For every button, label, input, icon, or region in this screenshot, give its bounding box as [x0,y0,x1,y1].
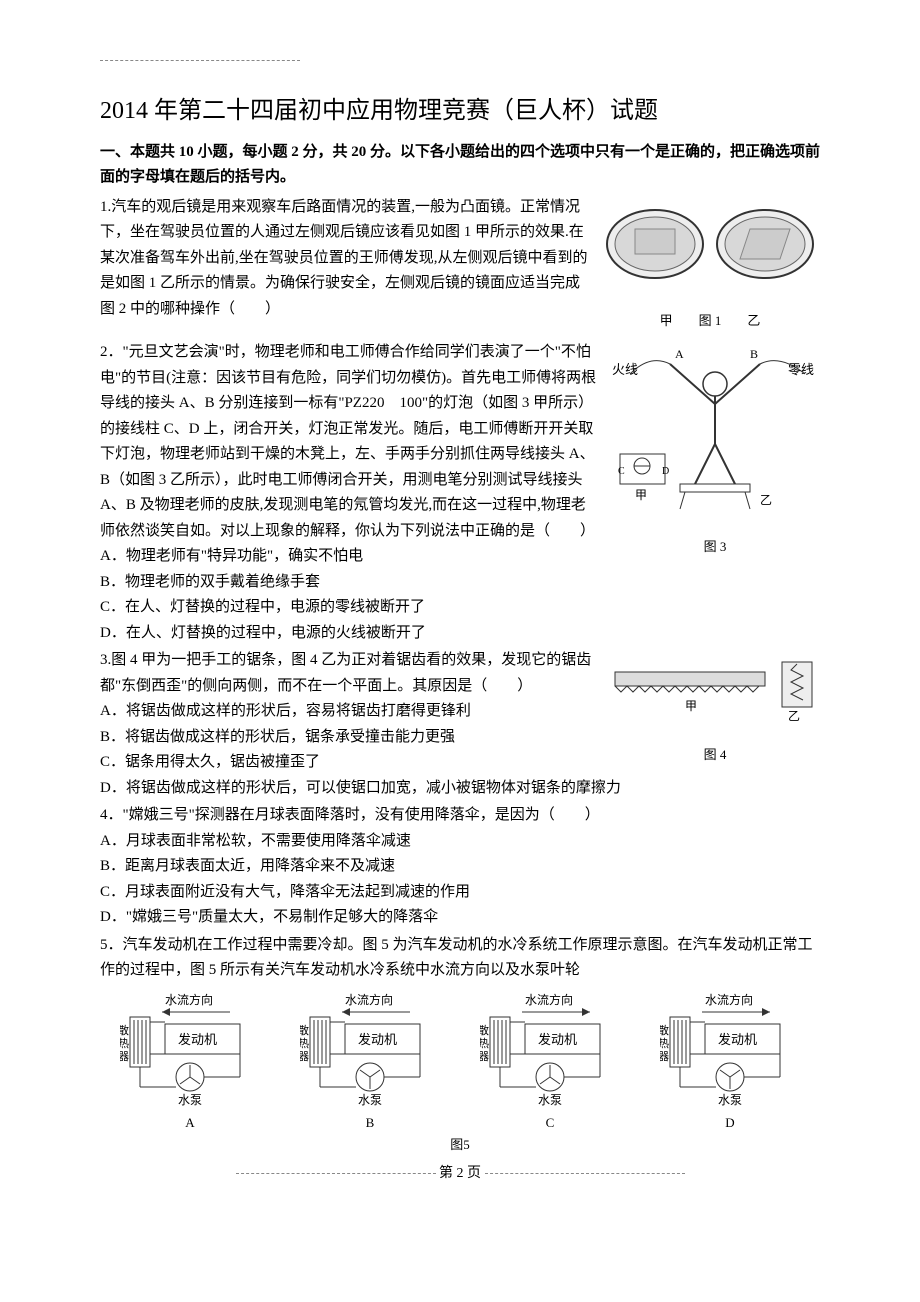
svg-text:甲: 甲 [635,488,647,502]
section-1-heading: 一、本题共 10 小题，每小题 2 分，共 20 分。以下各小题给出的四个选项中… [100,140,820,191]
cooling-diagram-c: 水流方向 散热器 发动机 水泵 C [480,992,620,1134]
header-dash [100,60,300,61]
page-number: 第 2 页 [439,1166,481,1181]
q4-opt-b: B．距离月球表面太近，用降落伞来不及减速 [100,854,820,880]
figure-3: A B 火线 零线 乙 C D 甲 图 3 [610,344,820,558]
svg-text:热: 热 [480,1037,489,1050]
q2-opt-d: D．在人、灯替换的过程中，电源的火线被断开了 [100,621,820,647]
label-neutral: 零线 [788,362,814,377]
q4-opt-a: A．月球表面非常松软，不需要使用降落伞减速 [100,829,820,855]
svg-text:水流方向: 水流方向 [345,992,393,1007]
cooling-diagram-a: 水流方向 散热器 发动机 水泵 A [120,992,260,1134]
question-5: 5．汽车发动机在工作过程中需要冷却。图 5 为汽车发动机的水冷系统工作原理示意图… [100,933,820,1156]
svg-text:器: 器 [480,1050,489,1063]
opt-label-d: D [660,1112,800,1134]
svg-text:乙: 乙 [760,493,772,507]
svg-text:水泵: 水泵 [718,1093,742,1107]
svg-text:发动机: 发动机 [358,1032,397,1047]
figure-5-caption: 图5 [100,1134,820,1156]
saw-icon: 甲 乙 [610,652,820,732]
cooling-diagram-b: 水流方向 散热器 发动机 水泵 B [300,992,440,1134]
svg-text:发动机: 发动机 [718,1032,757,1047]
question-4: 4．"嫦娥三号"探测器在月球表面降落时，没有使用降落伞，是因为（ ） A．月球表… [100,803,820,931]
svg-text:散: 散 [480,1023,489,1037]
q4-options: A．月球表面非常松软，不需要使用降落伞减速 B．距离月球表面太近，用降落伞来不及… [100,829,820,931]
svg-text:散: 散 [660,1023,669,1037]
page-footer: 第 2 页 [100,1162,820,1186]
svg-text:热: 热 [660,1037,669,1050]
engine-cooling-icon: 水流方向 散热器 发动机 水泵 [660,992,800,1112]
svg-text:散: 散 [300,1023,309,1037]
q3-opt-d: D．将锯齿做成这样的形状后，可以使锯口加宽，减小被锯物体对锯条的摩擦力 [100,776,820,802]
svg-text:发动机: 发动机 [538,1032,577,1047]
question-1: 甲 图 1 乙 1.汽车的观后镜是用来观察车后路面情况的装置,一般为凸面镜。正常… [100,195,820,339]
page-title: 2014 年第二十四届初中应用物理竞赛（巨人杯）试题 [100,91,820,132]
figure-5-row: 水流方向 散热器 发动机 水泵 A 水流方向 [100,992,820,1134]
question-3: 甲 乙 图 4 3.图 4 甲为一把手工的锯条，图 4 乙为正对着锯齿看的效果，… [100,648,820,801]
svg-text:器: 器 [120,1050,129,1063]
question-2: A B 火线 零线 乙 C D 甲 图 3 2．"元旦文艺会演"时，物理老师和电… [100,340,820,646]
figure-3-caption: 图 3 [610,536,820,558]
svg-text:D: D [662,466,669,477]
teacher-circuit-icon: A B 火线 零线 乙 C D 甲 [610,344,820,524]
label-A: A [675,347,684,361]
engine-cooling-icon: 水流方向 散热器 发动机 水泵 [480,992,620,1112]
svg-text:水泵: 水泵 [178,1093,202,1107]
svg-text:甲: 甲 [685,699,697,713]
figure-1-caption: 甲 图 1 乙 [600,310,820,332]
engine-cooling-icon: 水流方向 散热器 发动机 水泵 [300,992,440,1112]
svg-text:器: 器 [300,1050,309,1063]
svg-text:水流方向: 水流方向 [165,992,213,1007]
opt-label-b: B [300,1112,440,1134]
svg-text:热: 热 [300,1037,309,1050]
svg-text:水流方向: 水流方向 [705,992,753,1007]
q2-opt-b: B．物理老师的双手戴着绝缘手套 [100,570,820,596]
q2-opt-c: C．在人、灯替换的过程中，电源的零线被断开了 [100,595,820,621]
svg-text:发动机: 发动机 [178,1032,217,1047]
fig1-label-center: 图 1 [699,313,722,328]
svg-text:器: 器 [660,1050,669,1063]
svg-text:水流方向: 水流方向 [525,992,573,1007]
mirror-icon [600,199,820,299]
engine-cooling-icon: 水流方向 散热器 发动机 水泵 [120,992,260,1112]
svg-text:水泵: 水泵 [538,1093,562,1107]
q4-opt-d: D．"嫦娥三号"质量太大，不易制作足够大的降落伞 [100,905,820,931]
svg-text:热: 热 [120,1037,129,1050]
figure-4-caption: 图 4 [610,744,820,766]
svg-text:散: 散 [120,1023,129,1037]
figure-1: 甲 图 1 乙 [600,199,820,333]
label-B: B [750,347,758,361]
fig1-label-right: 乙 [747,313,760,328]
svg-text:乙: 乙 [788,709,800,723]
fig1-label-left: 甲 [660,313,673,328]
q2-options: A．物理老师有"特异功能"，确实不怕电 B．物理老师的双手戴着绝缘手套 C．在人… [100,544,820,646]
cooling-diagram-d: 水流方向 散热器 发动机 水泵 D [660,992,800,1134]
q5-text: 5．汽车发动机在工作过程中需要冷却。图 5 为汽车发动机的水冷系统工作原理示意图… [100,933,820,984]
label-hotwire: 火线 [612,362,638,377]
opt-label-c: C [480,1112,620,1134]
svg-text:C: C [618,466,625,477]
opt-label-a: A [120,1112,260,1134]
figure-4: 甲 乙 图 4 [610,652,820,766]
q4-text: 4．"嫦娥三号"探测器在月球表面降落时，没有使用降落伞，是因为（ ） [100,803,820,829]
q4-opt-c: C．月球表面附近没有大气，降落伞无法起到减速的作用 [100,880,820,906]
svg-text:水泵: 水泵 [358,1093,382,1107]
